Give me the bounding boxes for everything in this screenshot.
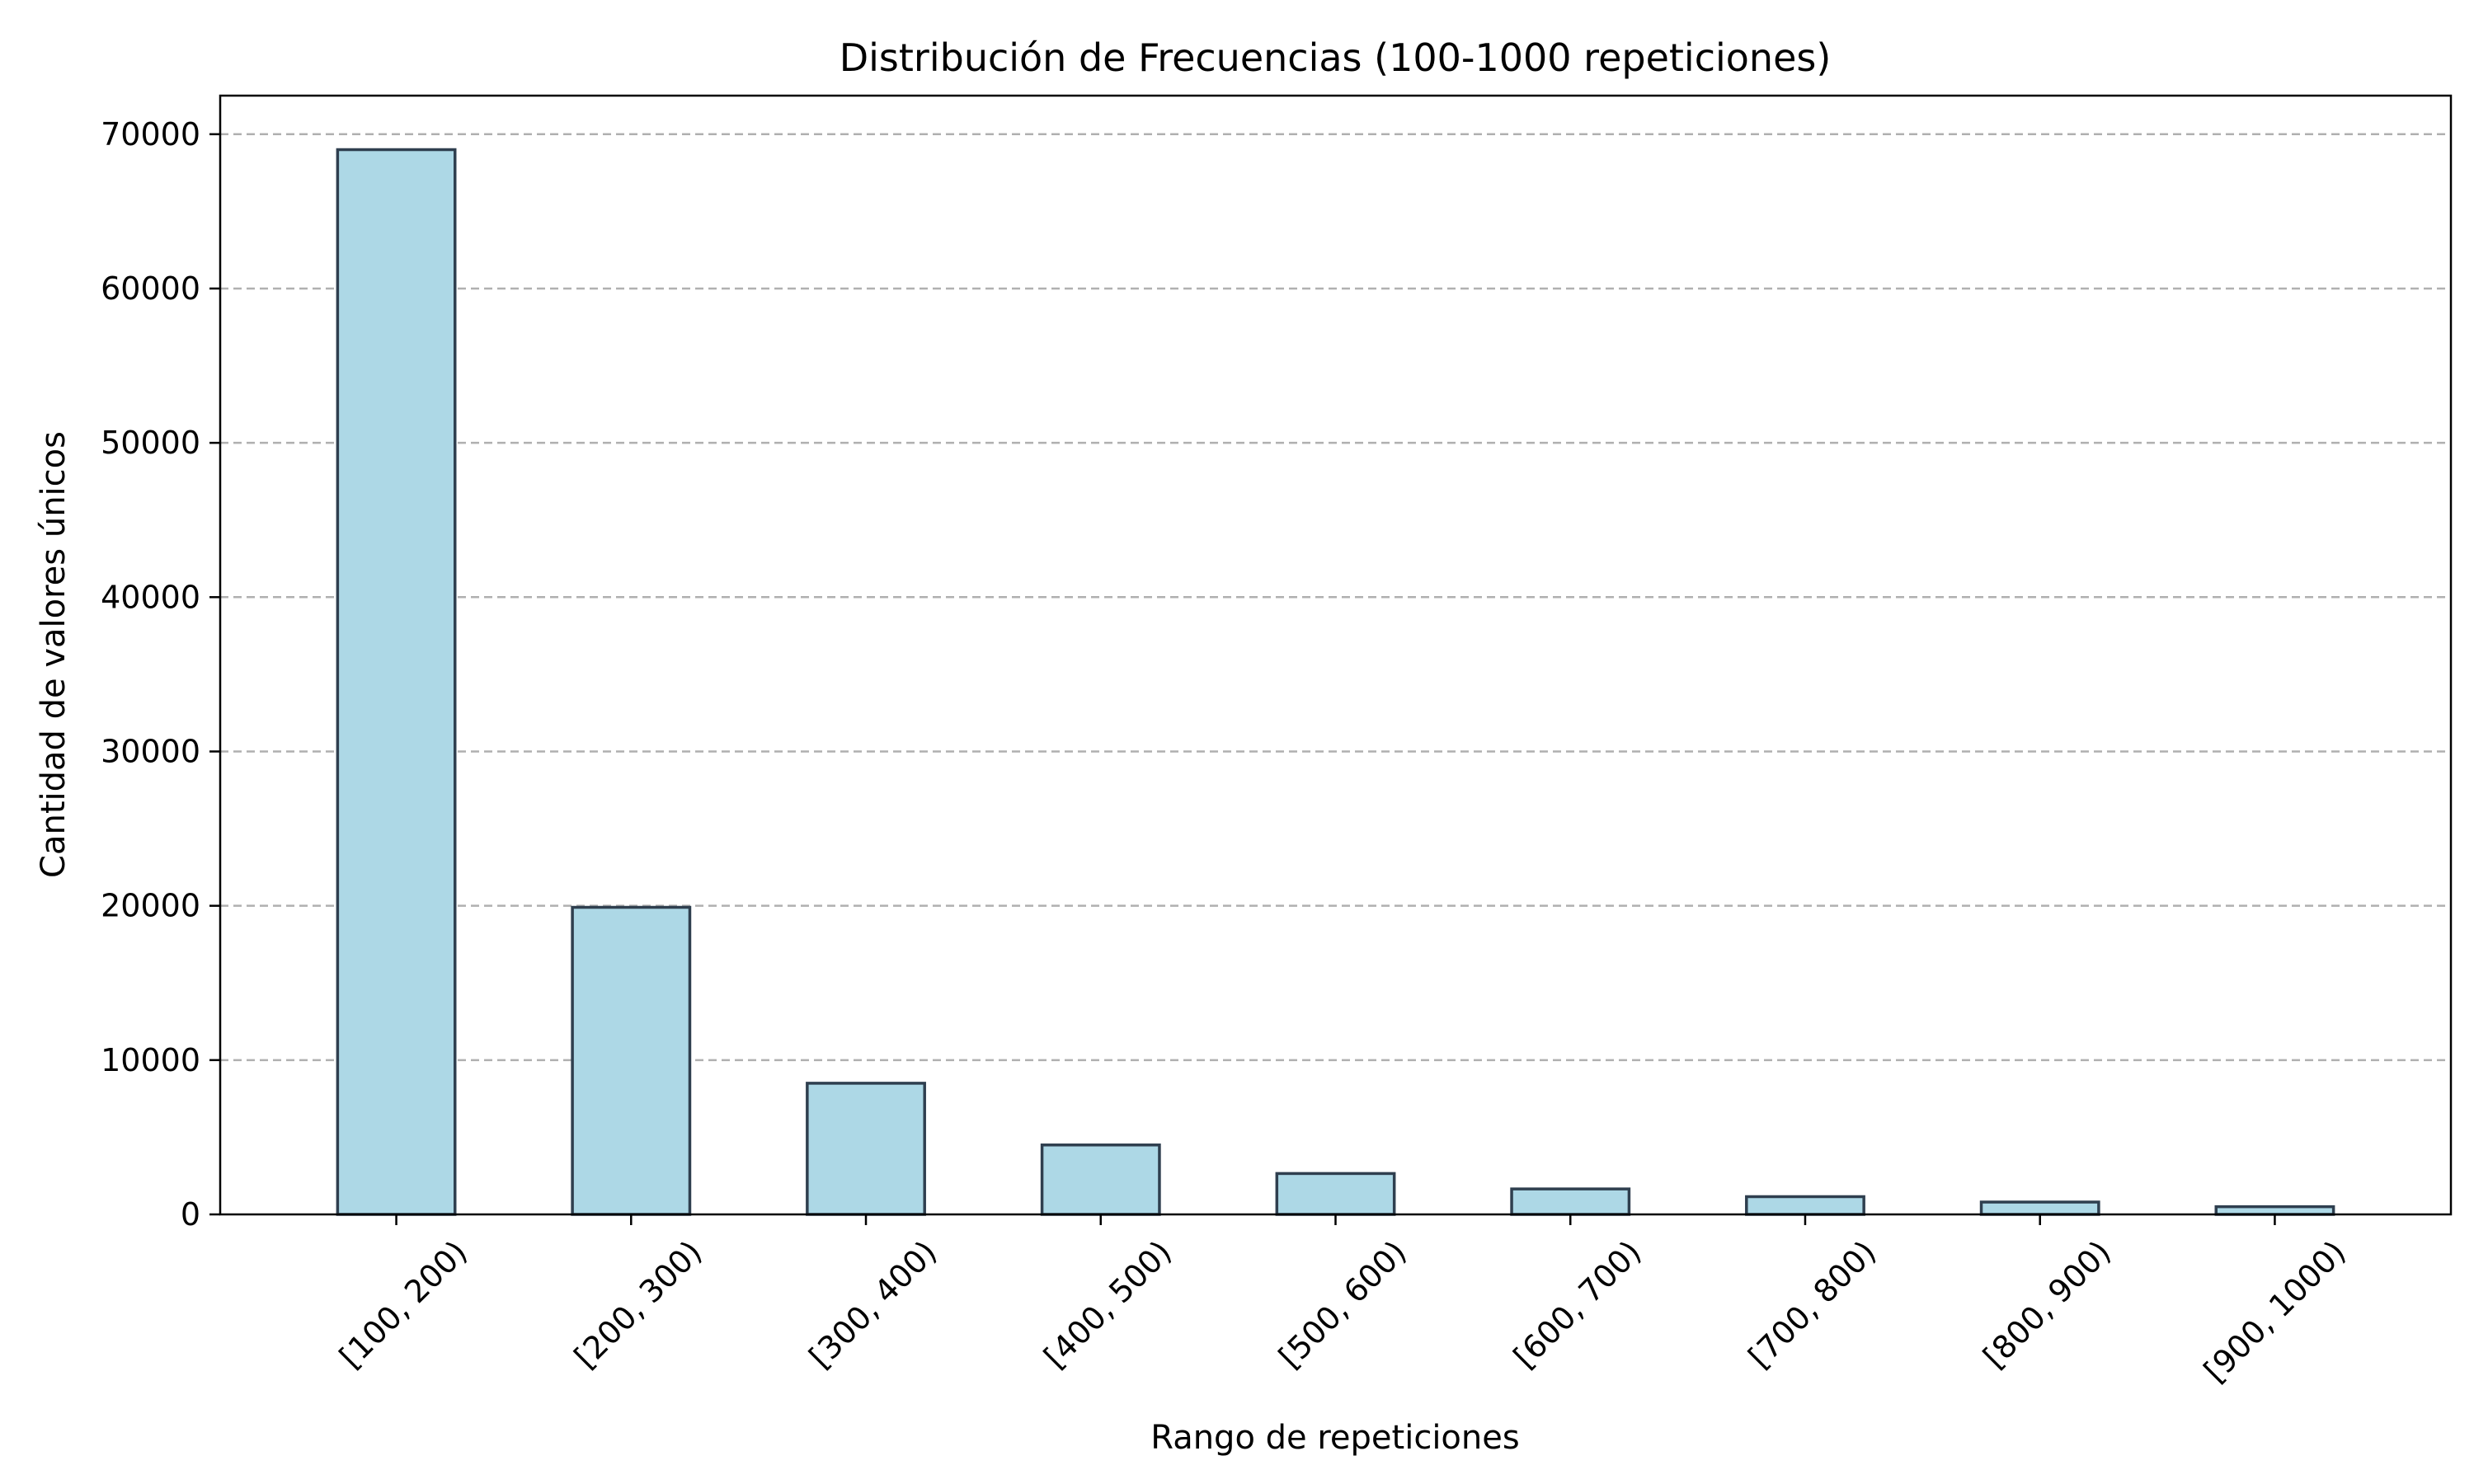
y-tick-label: 10000: [101, 1042, 200, 1078]
bar: [2214, 1205, 2335, 1216]
bar: [1040, 1144, 1161, 1216]
y-tick-label: 60000: [101, 270, 200, 307]
y-tick-label: 0: [181, 1196, 200, 1233]
x-tick-label: [800, 900): [1976, 1233, 2118, 1375]
y-tick-label: 30000: [101, 733, 200, 769]
x-tick-label: [600, 700): [1507, 1233, 1649, 1375]
bar: [1275, 1172, 1396, 1216]
x-tick-label: [200, 300): [567, 1233, 709, 1375]
y-tick-label: 40000: [101, 579, 200, 615]
x-tick-label: [400, 500): [1037, 1233, 1178, 1375]
bar: [1979, 1200, 2100, 1216]
x-tick-label: [500, 600): [1272, 1233, 1413, 1375]
x-tick-label: [300, 400): [802, 1233, 944, 1375]
bar: [336, 148, 457, 1216]
y-axis-label: Cantidad de valores únicos: [35, 431, 73, 878]
bars: [336, 148, 2335, 1216]
bar: [806, 1082, 926, 1216]
x-tick-label: [900, 1000): [2197, 1233, 2353, 1389]
chart-title: Distribución de Frecuencias (100-1000 re…: [840, 35, 1832, 80]
bar: [1510, 1187, 1631, 1216]
x-tick-label: [700, 800): [1742, 1233, 1884, 1375]
x-axis-ticks: [100, 200) [200, 300) [300, 400) [400, 500)…: [332, 1214, 2353, 1389]
bar: [1745, 1195, 1865, 1216]
y-axis-ticks: 0 10000 20000 30000 40000 50000 60000 70000: [101, 116, 220, 1233]
bar: [571, 905, 692, 1216]
y-tick-label: 70000: [101, 116, 200, 153]
y-grid-lines: [220, 133, 2451, 1062]
x-axis-label: Rango de repeticiones: [1150, 1419, 1519, 1457]
y-tick-label: 20000: [101, 888, 200, 924]
y-tick-label: 50000: [101, 425, 200, 461]
plot-frame: [219, 94, 2453, 1216]
x-tick-label: [100, 200): [332, 1233, 474, 1375]
